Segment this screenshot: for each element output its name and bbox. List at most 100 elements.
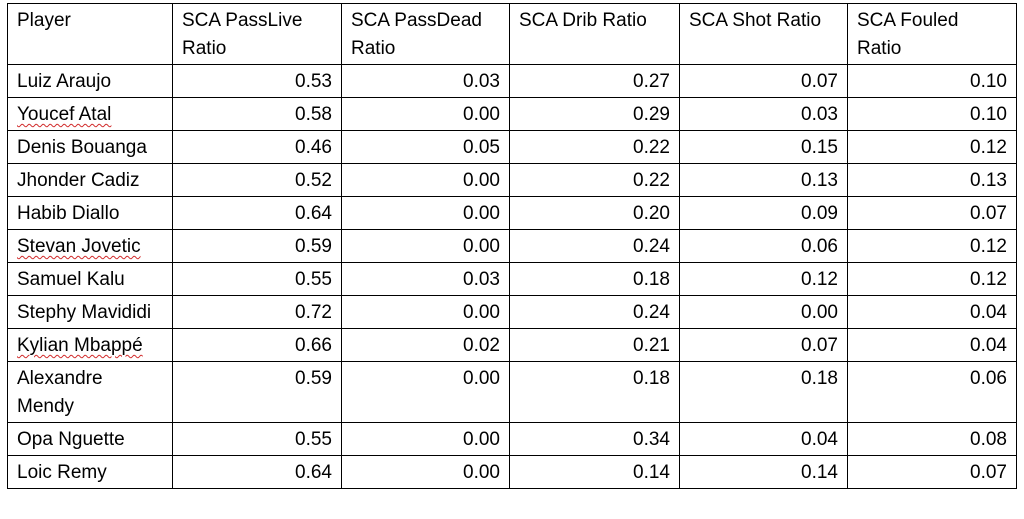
sca-passlive-ratio-cell: 0.55 xyxy=(172,262,342,296)
player-name-cell: Samuel Kalu xyxy=(7,262,173,296)
table-row: Stephy Mavididi 0.72 0.00 0.24 0.00 0.04 xyxy=(7,295,1017,329)
sca-passdead-ratio-cell: 0.03 xyxy=(341,64,510,98)
table-row: Loic Remy 0.64 0.00 0.14 0.14 0.07 xyxy=(7,455,1017,489)
sca-passdead-ratio-cell: 0.00 xyxy=(341,196,510,230)
sca-shot-ratio-cell: 0.13 xyxy=(679,163,848,197)
player-name: Alexandre Mendy xyxy=(17,368,103,417)
sca-passlive-ratio-cell: 0.72 xyxy=(172,295,342,329)
sca-passdead-ratio-cell: 0.02 xyxy=(341,328,510,362)
sca-passlive-ratio-cell: 0.55 xyxy=(172,422,342,456)
sca-passlive-ratio-cell: 0.64 xyxy=(172,455,342,489)
sca-drib-ratio-cell: 0.22 xyxy=(509,130,680,164)
player-name: Youcef Atal xyxy=(17,104,112,125)
header-row: Player SCA PassLive Ratio SCA PassDead R… xyxy=(7,3,1017,65)
player-name-cell: Luiz Araujo xyxy=(7,64,173,98)
player-name-cell: Opa Nguette xyxy=(7,422,173,456)
player-name: Loic Remy xyxy=(17,462,107,483)
sca-fouled-ratio-cell: 0.07 xyxy=(847,196,1017,230)
sca-fouled-ratio-cell: 0.12 xyxy=(847,229,1017,263)
sca-fouled-ratio-cell: 0.06 xyxy=(847,361,1017,423)
player-name-cell: Kylian Mbappé xyxy=(7,328,173,362)
sca-passdead-ratio-cell: 0.00 xyxy=(341,455,510,489)
player-name-cell: Denis Bouanga xyxy=(7,130,173,164)
sca-passlive-ratio-cell: 0.52 xyxy=(172,163,342,197)
header-sca-passlive-ratio: SCA PassLive Ratio xyxy=(172,3,342,65)
sca-passdead-ratio-cell: 0.00 xyxy=(341,229,510,263)
player-name: Luiz Araujo xyxy=(17,71,112,92)
sca-drib-ratio-cell: 0.20 xyxy=(509,196,680,230)
player-name-cell: Loic Remy xyxy=(7,455,173,489)
sca-drib-ratio-cell: 0.24 xyxy=(509,295,680,329)
sca-passdead-ratio-cell: 0.03 xyxy=(341,262,510,296)
sca-drib-ratio-cell: 0.24 xyxy=(509,229,680,263)
player-name-cell: Alexandre Mendy xyxy=(7,361,173,423)
header-sca-shot-ratio: SCA Shot Ratio xyxy=(679,3,848,65)
sca-fouled-ratio-cell: 0.10 xyxy=(847,97,1017,131)
sca-passdead-ratio-cell: 0.00 xyxy=(341,97,510,131)
table-row: Habib Diallo 0.64 0.00 0.20 0.09 0.07 xyxy=(7,196,1017,230)
player-name-cell: Stevan Jovetic xyxy=(7,229,173,263)
sca-passlive-ratio-cell: 0.53 xyxy=(172,64,342,98)
player-name-cell: Stephy Mavididi xyxy=(7,295,173,329)
player-name: Stevan Jovetic xyxy=(17,236,141,257)
sca-passdead-ratio-cell: 0.05 xyxy=(341,130,510,164)
sca-passlive-ratio-cell: 0.59 xyxy=(172,361,342,423)
sca-shot-ratio-cell: 0.03 xyxy=(679,97,848,131)
sca-fouled-ratio-cell: 0.13 xyxy=(847,163,1017,197)
table-row: Opa Nguette 0.55 0.00 0.34 0.04 0.08 xyxy=(7,422,1017,456)
sca-drib-ratio-cell: 0.29 xyxy=(509,97,680,131)
sca-fouled-ratio-cell: 0.07 xyxy=(847,455,1017,489)
header-sca-drib-ratio: SCA Drib Ratio xyxy=(509,3,680,65)
sca-shot-ratio-cell: 0.14 xyxy=(679,455,848,489)
sca-passlive-ratio-cell: 0.58 xyxy=(172,97,342,131)
sca-fouled-ratio-cell: 0.04 xyxy=(847,295,1017,329)
sca-drib-ratio-cell: 0.22 xyxy=(509,163,680,197)
sca-shot-ratio-cell: 0.18 xyxy=(679,361,848,423)
sca-shot-ratio-cell: 0.07 xyxy=(679,328,848,362)
player-name: Stephy Mavididi xyxy=(17,302,152,323)
sca-fouled-ratio-cell: 0.12 xyxy=(847,130,1017,164)
sca-drib-ratio-cell: 0.34 xyxy=(509,422,680,456)
sca-drib-ratio-cell: 0.14 xyxy=(509,455,680,489)
player-name-cell: Jhonder Cadiz xyxy=(7,163,173,197)
table-row: Kylian Mbappé 0.66 0.02 0.21 0.07 0.04 xyxy=(7,328,1017,362)
sca-shot-ratio-cell: 0.09 xyxy=(679,196,848,230)
sca-fouled-ratio-cell: 0.12 xyxy=(847,262,1017,296)
header-player: Player xyxy=(7,3,173,65)
header-sca-fouled-ratio: SCA Fouled Ratio xyxy=(847,3,1017,65)
player-name: Jhonder Cadiz xyxy=(17,170,140,191)
player-name: Opa Nguette xyxy=(17,429,125,450)
table-row: Youcef Atal 0.58 0.00 0.29 0.03 0.10 xyxy=(7,97,1017,131)
table-row: Alexandre Mendy 0.59 0.00 0.18 0.18 0.06 xyxy=(7,361,1017,423)
sca-shot-ratio-cell: 0.12 xyxy=(679,262,848,296)
player-name: Kylian Mbappé xyxy=(17,335,143,356)
sca-passdead-ratio-cell: 0.00 xyxy=(341,361,510,423)
player-name-cell: Youcef Atal xyxy=(7,97,173,131)
table-row: Denis Bouanga 0.46 0.05 0.22 0.15 0.12 xyxy=(7,130,1017,164)
sca-passdead-ratio-cell: 0.00 xyxy=(341,295,510,329)
sca-shot-ratio-cell: 0.15 xyxy=(679,130,848,164)
player-name: Denis Bouanga xyxy=(17,137,147,158)
sca-passdead-ratio-cell: 0.00 xyxy=(341,422,510,456)
player-sca-table: Player SCA PassLive Ratio SCA PassDead R… xyxy=(7,3,1017,489)
player-name: Samuel Kalu xyxy=(17,269,125,290)
sca-shot-ratio-cell: 0.00 xyxy=(679,295,848,329)
sca-passlive-ratio-cell: 0.46 xyxy=(172,130,342,164)
table-row: Jhonder Cadiz 0.52 0.00 0.22 0.13 0.13 xyxy=(7,163,1017,197)
header-sca-passdead-ratio: SCA PassDead Ratio xyxy=(341,3,510,65)
player-name: Habib Diallo xyxy=(17,203,120,224)
sca-drib-ratio-cell: 0.27 xyxy=(509,64,680,98)
table-row: Luiz Araujo 0.53 0.03 0.27 0.07 0.10 xyxy=(7,64,1017,98)
sca-drib-ratio-cell: 0.18 xyxy=(509,262,680,296)
table-body: Luiz Araujo 0.53 0.03 0.27 0.07 0.10 Youcef At… xyxy=(7,64,1017,489)
sca-shot-ratio-cell: 0.06 xyxy=(679,229,848,263)
sca-drib-ratio-cell: 0.18 xyxy=(509,361,680,423)
sca-shot-ratio-cell: 0.04 xyxy=(679,422,848,456)
sca-fouled-ratio-cell: 0.10 xyxy=(847,64,1017,98)
sca-passdead-ratio-cell: 0.00 xyxy=(341,163,510,197)
sca-drib-ratio-cell: 0.21 xyxy=(509,328,680,362)
sca-fouled-ratio-cell: 0.04 xyxy=(847,328,1017,362)
table-row: Stevan Jovetic 0.59 0.00 0.24 0.06 0.12 xyxy=(7,229,1017,263)
table-row: Samuel Kalu 0.55 0.03 0.18 0.12 0.12 xyxy=(7,262,1017,296)
player-name-cell: Habib Diallo xyxy=(7,196,173,230)
